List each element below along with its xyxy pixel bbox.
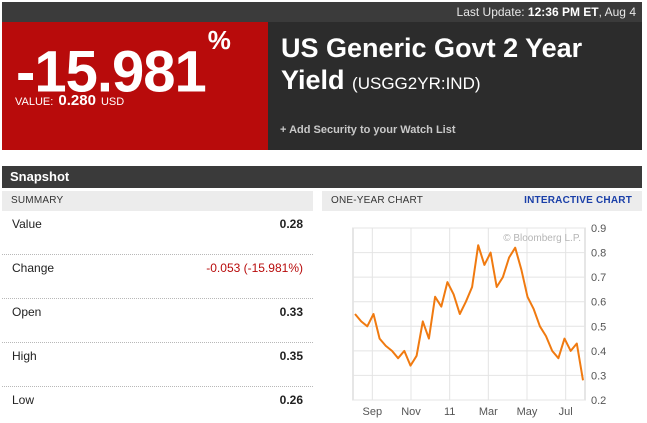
interactive-chart-link[interactable]: INTERACTIVE CHART [524,195,632,206]
last-update-label: Last Update: [456,5,525,19]
x-tick-label: Sep [363,406,383,418]
add-to-watchlist-link[interactable]: + Add Security to your Watch List [280,124,456,136]
percent-change-value: -15.981 [16,39,207,105]
x-tick-label: Nov [401,406,421,418]
percent-change: -15.981% [16,25,231,105]
y-tick-label: 0.8 [591,248,606,260]
x-tick-label: 11 [444,406,455,418]
y-tick-label: 0.3 [591,370,606,382]
summary-row-high: High 0.35 [2,343,313,387]
bloomberg-watermark: © Bloomberg L.P. [503,233,581,244]
row-label: Open [12,305,42,319]
x-tick-label: Jul [559,406,573,418]
series-line [354,244,584,381]
x-tick-label: May [517,406,538,418]
y-tick-label: 0.5 [591,321,606,333]
chart-header: ONE-YEAR CHART INTERACTIVE CHART [322,191,642,211]
row-value: -0.053 (-15.981%) [206,261,303,275]
percent-sign: % [207,25,231,55]
value-currency: USD [100,96,125,108]
summary-row-change: Change -0.053 (-15.981%) [2,255,313,299]
row-value: 0.26 [279,393,303,407]
row-label: Value [12,217,42,231]
summary-row-value: Value 0.28 [2,211,313,255]
y-tick-label: 0.9 [591,223,606,235]
y-tick-label: 0.2 [591,395,606,407]
current-value: VALUE: 0.280 USD [15,92,124,109]
one-year-chart-panel: ONE-YEAR CHART INTERACTIVE CHART 0.9 0.8 0… [322,191,642,423]
plot-area [352,227,586,401]
row-value: 0.33 [279,305,303,319]
security-name: US Generic Govt 2 Year Yield (USGG2YR:IN… [281,32,636,100]
value-number: 0.280 [58,92,96,109]
value-label: VALUE: [15,96,54,108]
row-value: 0.35 [279,349,303,363]
snapshot-header: Snapshot [2,166,642,188]
summary-panel: SUMMARY Value 0.28 Change -0.053 (-15.98… [2,191,313,423]
quote-change-panel: -15.981% VALUE: 0.280 USD [2,22,268,150]
x-tick-label: Mar [479,406,498,418]
last-update-time: 12:36 PM ET [527,5,599,19]
last-update-bar: Last Update: 12:36 PM ET, Aug 4 [2,2,642,22]
summary-row-low: Low 0.26 [2,387,313,423]
summary-row-open: Open 0.33 [2,299,313,343]
row-value: 0.28 [279,217,303,231]
last-update-date: , Aug 4 [598,5,636,19]
yield-line-chart: 0.9 0.8 0.7 0.6 0.5 0.4 0.3 0.2 Sep Nov 11 Mar May Ju… [352,223,606,418]
row-label: Low [12,393,35,407]
chart-title: ONE-YEAR CHART [331,195,424,206]
security-name-text: US Generic Govt 2 Year Yield [281,33,583,95]
summary-header: SUMMARY [2,191,313,211]
y-tick-label: 0.4 [591,346,606,358]
y-tick-label: 0.7 [591,272,606,284]
y-tick-label: 0.6 [591,297,606,309]
row-label: High [12,349,37,363]
security-title-panel: US Generic Govt 2 Year Yield (USGG2YR:IN… [268,22,642,150]
security-ticker: (USGG2YR:IND) [352,74,481,93]
row-label: Change [12,261,55,275]
